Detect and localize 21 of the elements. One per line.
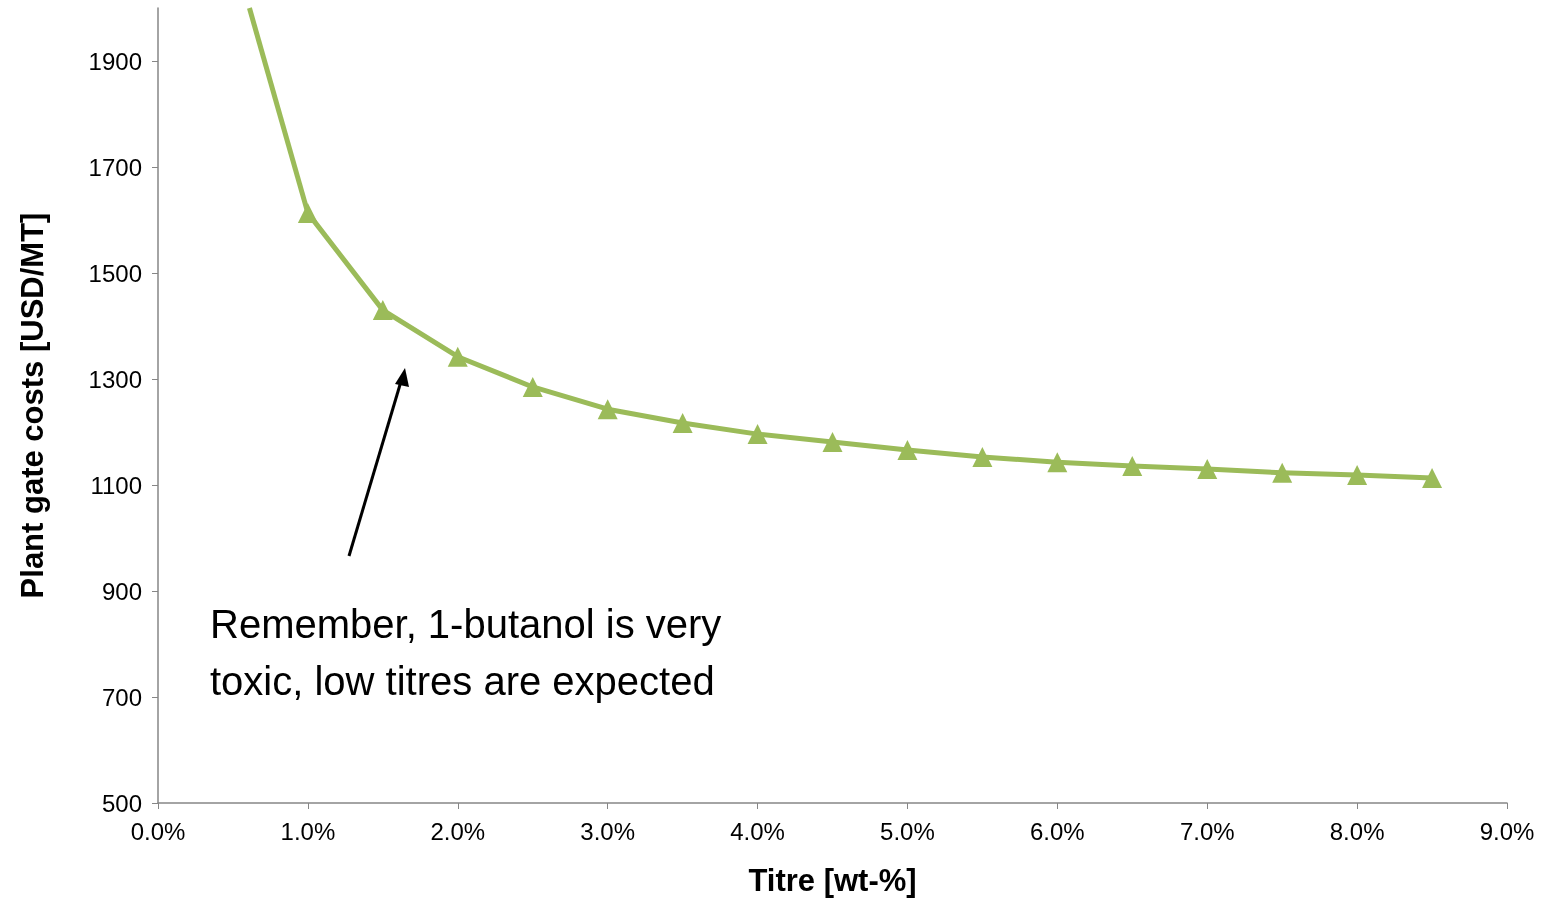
x-tick-label: 5.0% bbox=[880, 817, 935, 845]
y-tick-label: 1500 bbox=[88, 259, 142, 287]
x-tick-label: 2.0% bbox=[430, 817, 486, 845]
x-tick-label: 8.0% bbox=[1329, 817, 1385, 845]
x-tick-label: 6.0% bbox=[1029, 817, 1085, 845]
x-tick-label: 1.0% bbox=[280, 817, 336, 845]
annotation: Remember, 1-butanol is very toxic, low titres are expected bbox=[210, 601, 722, 703]
x-tick-label: 0.0% bbox=[130, 817, 186, 845]
x-tick-label: 7.0% bbox=[1179, 817, 1235, 845]
x-tick-label: 3.0% bbox=[580, 817, 636, 845]
y-tick-label: 1100 bbox=[90, 471, 142, 499]
x-tick-label: 9.0% bbox=[1479, 817, 1535, 845]
y-axis-title: Plant gate costs [USD/MT] bbox=[15, 212, 50, 599]
x-axis-title: Titre [wt-%] bbox=[748, 863, 917, 898]
y-tick-label: 1300 bbox=[88, 365, 142, 393]
x-tick-label: 4.0% bbox=[730, 817, 785, 845]
y-tick-label: 700 bbox=[101, 683, 142, 711]
y-tick-label: 900 bbox=[101, 577, 142, 605]
y-tick-label: 1900 bbox=[88, 47, 142, 75]
y-tick-label: 500 bbox=[101, 789, 142, 817]
y-tick-label: 1700 bbox=[88, 153, 142, 181]
